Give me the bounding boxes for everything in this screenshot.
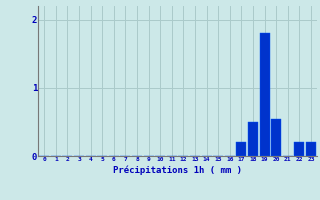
Bar — [306, 142, 316, 156]
X-axis label: Précipitations 1h ( mm ): Précipitations 1h ( mm ) — [113, 165, 242, 175]
Bar — [271, 118, 281, 156]
Bar — [260, 33, 269, 156]
Bar — [294, 142, 304, 156]
Bar — [248, 122, 258, 156]
Bar — [236, 142, 246, 156]
